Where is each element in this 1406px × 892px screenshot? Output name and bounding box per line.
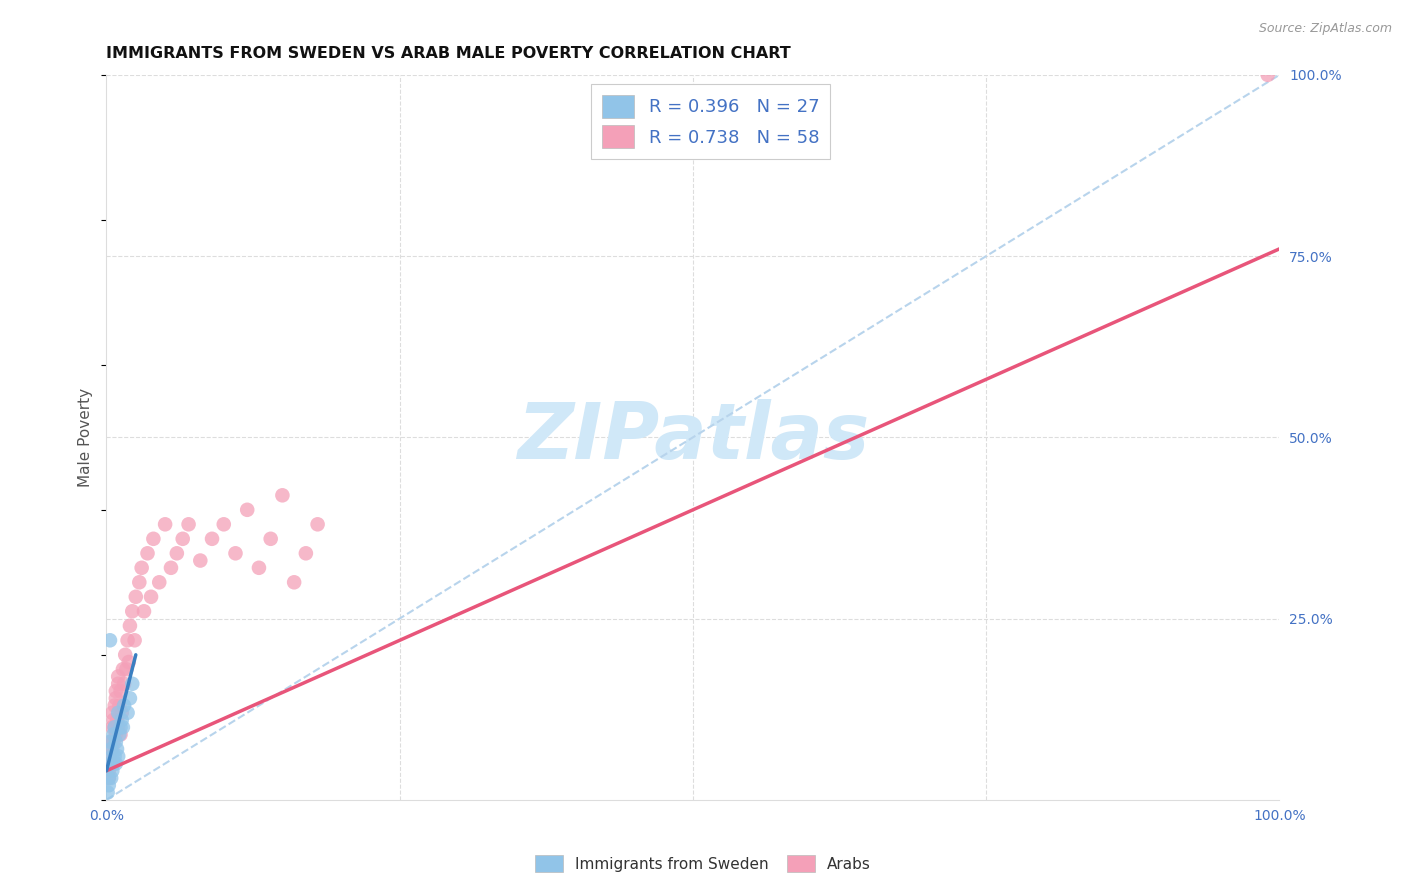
Point <box>295 546 318 560</box>
Point <box>101 742 124 756</box>
Point <box>247 561 270 575</box>
Point <box>108 698 131 713</box>
Point <box>101 706 124 720</box>
Point <box>103 713 125 727</box>
Point <box>104 698 127 713</box>
Point <box>139 590 162 604</box>
Point <box>104 691 127 706</box>
Text: Source: ZipAtlas.com: Source: ZipAtlas.com <box>1258 22 1392 36</box>
Point <box>97 764 120 778</box>
Point <box>103 727 125 741</box>
Point <box>104 684 127 698</box>
Point <box>118 691 141 706</box>
Point <box>104 727 127 741</box>
Point <box>114 648 136 662</box>
Point <box>124 633 146 648</box>
Point <box>101 749 124 764</box>
Point <box>97 785 120 799</box>
Point <box>104 756 127 771</box>
Point <box>104 720 127 734</box>
Text: IMMIGRANTS FROM SWEDEN VS ARAB MALE POVERTY CORRELATION CHART: IMMIGRANTS FROM SWEDEN VS ARAB MALE POVE… <box>107 46 792 62</box>
Point <box>224 546 246 560</box>
Text: ZIPatlas: ZIPatlas <box>517 400 869 475</box>
Point <box>98 633 121 648</box>
Point <box>103 735 125 749</box>
Point <box>117 706 139 720</box>
Point <box>260 532 283 546</box>
Point <box>105 713 128 727</box>
Point <box>104 735 127 749</box>
Point <box>100 756 122 771</box>
Point <box>97 778 120 792</box>
Point <box>100 771 122 785</box>
Point <box>188 553 211 567</box>
Point <box>101 720 124 734</box>
Point <box>112 698 135 713</box>
Point <box>271 488 294 502</box>
Point <box>128 575 150 590</box>
Point <box>160 561 183 575</box>
Point <box>307 517 329 532</box>
Point <box>98 756 121 771</box>
Point <box>125 590 148 604</box>
Legend: Immigrants from Sweden, Arabs: Immigrants from Sweden, Arabs <box>527 847 879 880</box>
Point <box>107 706 129 720</box>
Y-axis label: Male Poverty: Male Poverty <box>79 388 93 487</box>
Point <box>236 503 259 517</box>
Point <box>172 532 194 546</box>
Point <box>104 749 127 764</box>
Point <box>110 727 132 741</box>
Point <box>108 727 131 741</box>
Point <box>97 771 120 785</box>
Point <box>136 546 159 560</box>
Point <box>98 735 121 749</box>
Point <box>111 713 134 727</box>
Point <box>97 771 120 785</box>
Point <box>98 749 121 764</box>
Point <box>110 684 132 698</box>
Point <box>177 517 200 532</box>
Point <box>107 677 129 691</box>
Point <box>105 742 128 756</box>
Point <box>118 619 141 633</box>
Point <box>121 677 143 691</box>
Point <box>117 633 139 648</box>
Point <box>166 546 188 560</box>
Point <box>107 669 129 683</box>
Point <box>118 655 141 669</box>
Point <box>101 764 124 778</box>
Point <box>111 720 134 734</box>
Point <box>1257 68 1279 82</box>
Point <box>131 561 153 575</box>
Point <box>115 662 138 676</box>
Point <box>283 575 305 590</box>
Point <box>153 517 176 532</box>
Point <box>111 706 134 720</box>
Point <box>111 662 134 676</box>
Point <box>132 604 155 618</box>
Point <box>142 532 165 546</box>
Point <box>104 720 127 734</box>
Point <box>201 532 224 546</box>
Point <box>148 575 170 590</box>
Point <box>121 604 143 618</box>
Point <box>110 720 132 734</box>
Point <box>212 517 235 532</box>
Point <box>107 749 129 764</box>
Point <box>103 756 125 771</box>
Point <box>98 756 121 771</box>
Point <box>112 677 135 691</box>
Point <box>107 720 129 734</box>
Legend: R = 0.396   N = 27, R = 0.738   N = 58: R = 0.396 N = 27, R = 0.738 N = 58 <box>591 84 830 159</box>
Point <box>100 735 122 749</box>
Point <box>100 742 122 756</box>
